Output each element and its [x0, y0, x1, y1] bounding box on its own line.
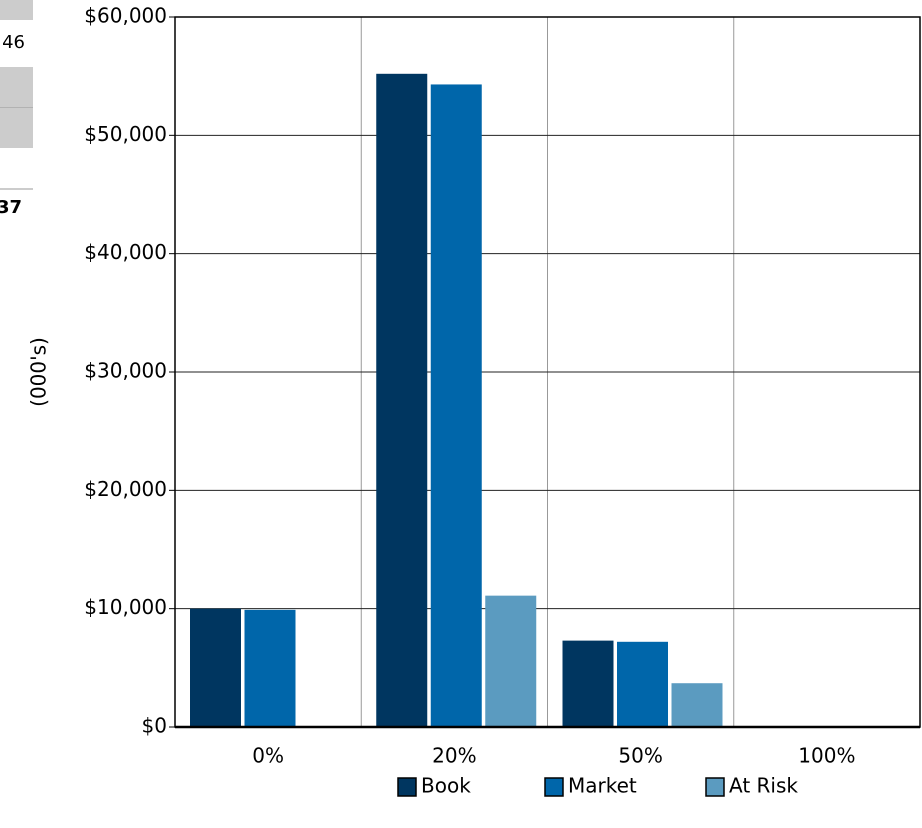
y-tick-label: $60,000 [84, 4, 167, 28]
legend-label: Book [421, 774, 471, 798]
cell [0, 68, 33, 108]
bar [671, 683, 723, 727]
y-tick-label: $10,000 [84, 595, 167, 619]
cell [0, 0, 33, 20]
y-tick-label: $50,000 [84, 122, 167, 146]
y-tick-label: $20,000 [84, 477, 167, 501]
y-tick-label: $0 [142, 714, 167, 738]
bar [562, 640, 614, 727]
y-tick-label: $40,000 [84, 240, 167, 264]
bar [190, 608, 241, 727]
x-tick-label: 50% [618, 744, 662, 768]
x-tick-label: 20% [432, 744, 476, 768]
bar [244, 609, 296, 727]
table-fragment: 46 37 [0, 0, 33, 218]
bar [430, 84, 482, 727]
cell-text: 37 [0, 197, 22, 218]
y-axis-label: (000's) [27, 337, 51, 407]
legend-swatch [397, 777, 417, 797]
cell-text: 46 [2, 32, 25, 53]
bar [617, 641, 668, 727]
y-tick-label: $30,000 [84, 359, 167, 383]
x-tick-label: 0% [252, 744, 284, 768]
legend-label: At Risk [729, 774, 798, 798]
legend-swatch [544, 777, 564, 797]
bar [376, 73, 428, 728]
x-tick-label: 100% [798, 744, 855, 768]
bar [485, 595, 537, 727]
legend-swatch [705, 777, 725, 797]
legend-label: Market [568, 774, 637, 798]
cell [0, 108, 33, 148]
